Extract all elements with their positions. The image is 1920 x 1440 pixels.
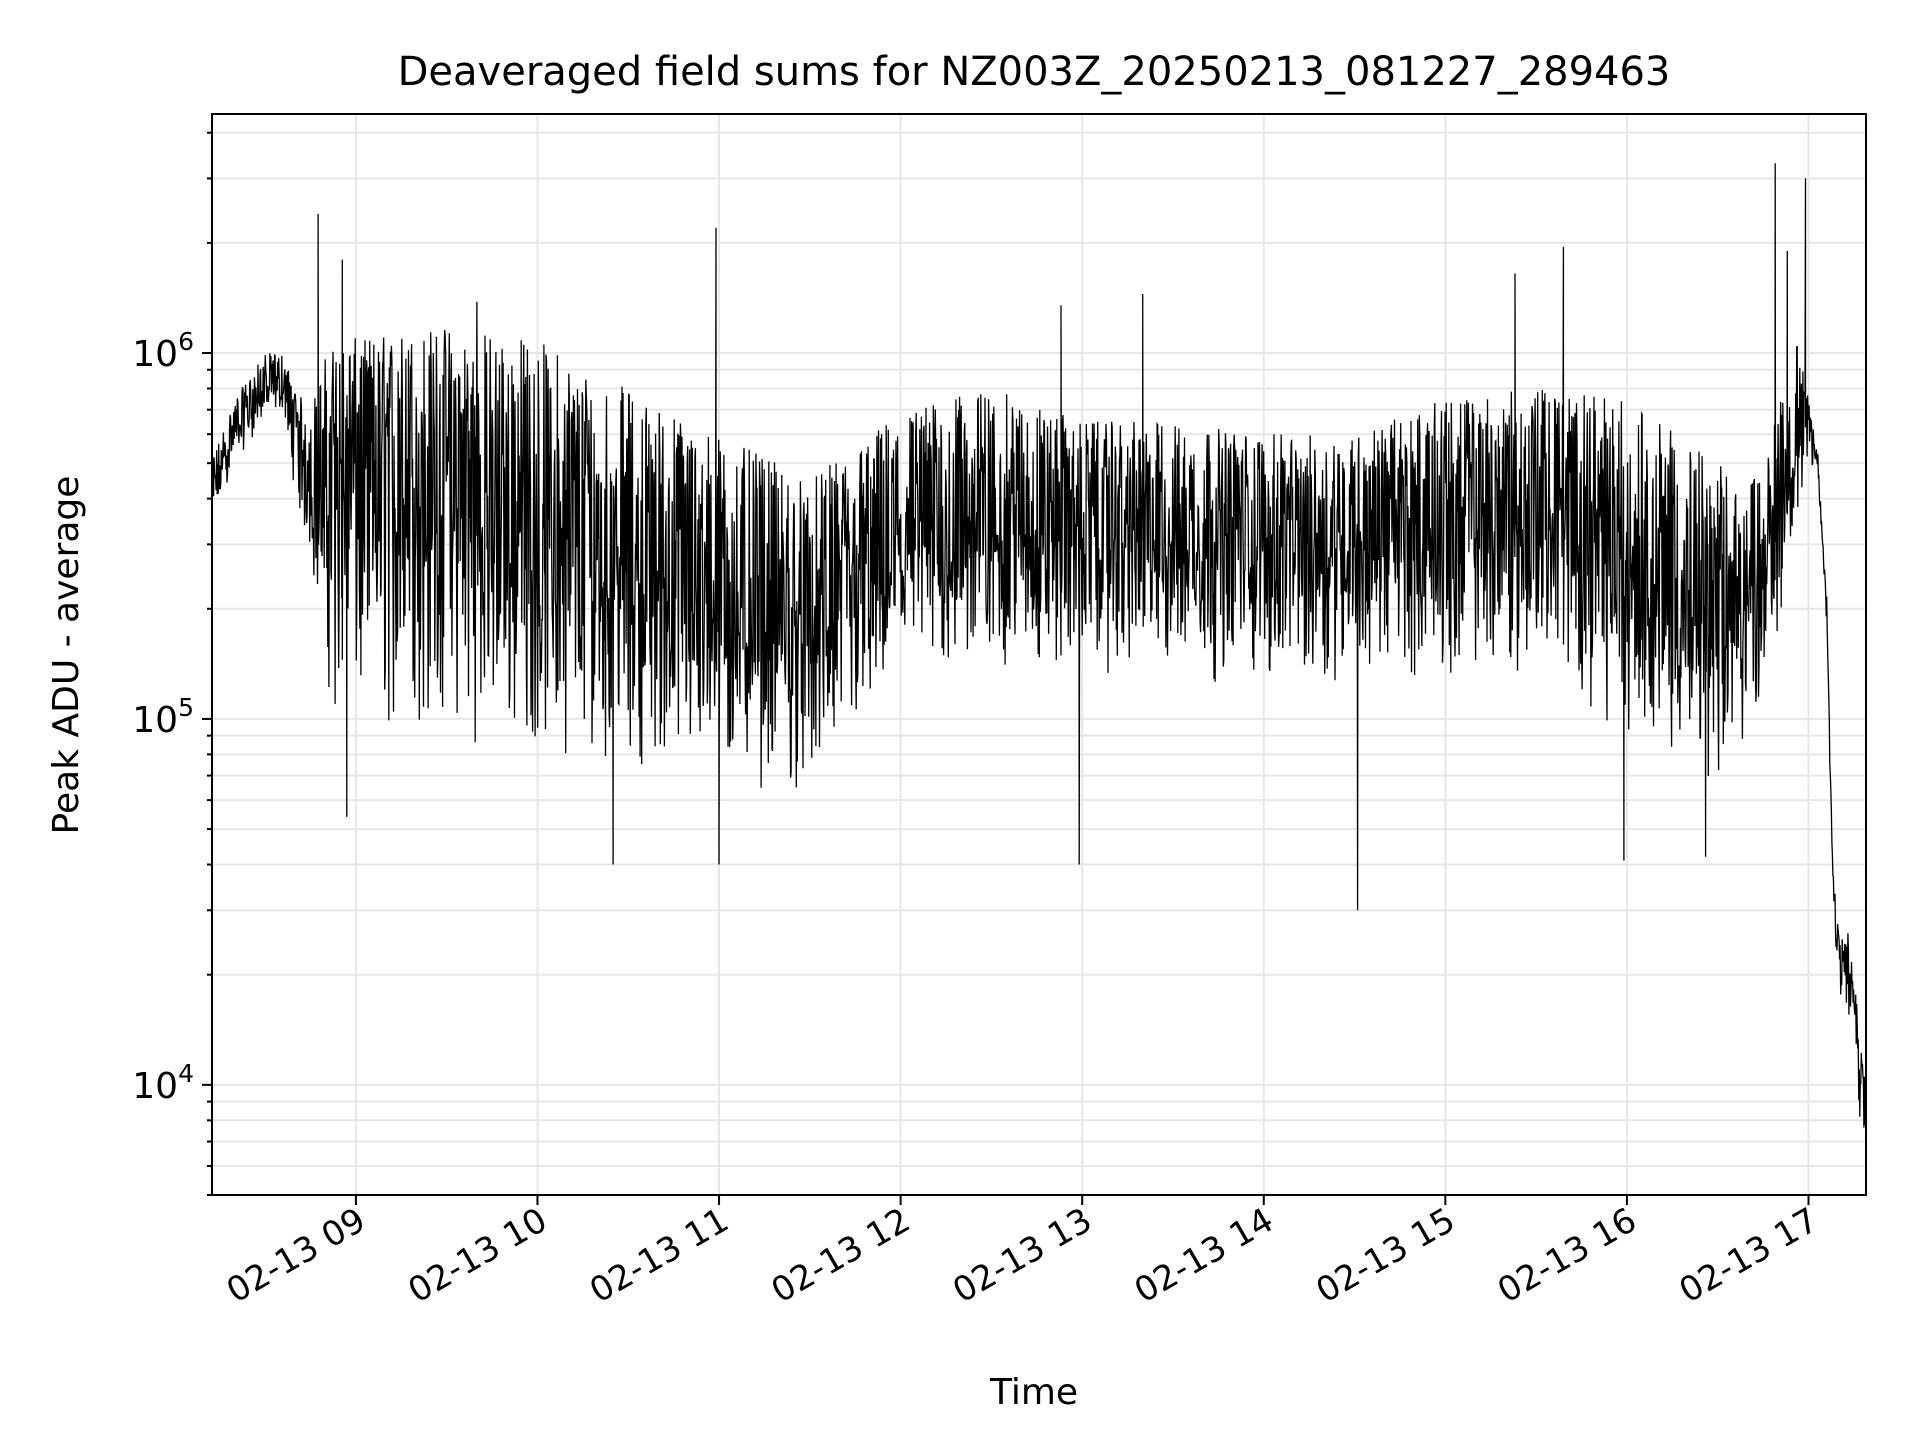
plot-area xyxy=(212,163,1866,1128)
plot-frame xyxy=(211,113,1867,1196)
y-tick-label: 104 xyxy=(132,1059,194,1107)
y-tick-label: 105 xyxy=(132,693,194,741)
data-series-line xyxy=(212,163,1866,1128)
y-axis-label: Peak ADU - average xyxy=(46,476,87,835)
x-axis-label: Time xyxy=(989,1372,1078,1413)
chart-title: Deaveraged field sums for NZ003Z_2025021… xyxy=(398,49,1671,95)
y-tick-label: 106 xyxy=(132,327,194,375)
